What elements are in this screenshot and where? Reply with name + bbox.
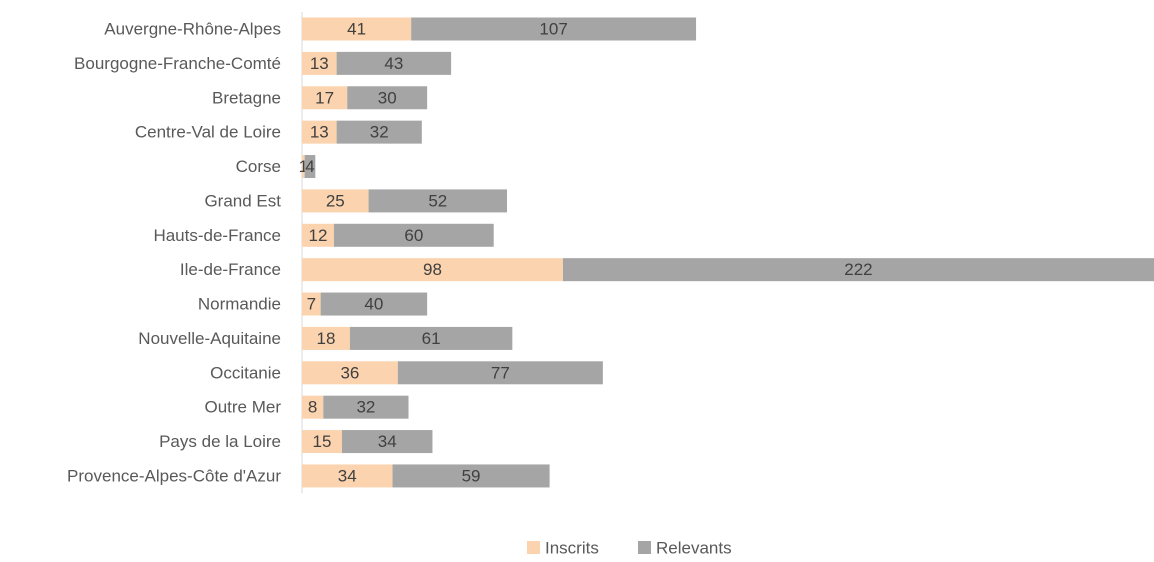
data-label: 32 (356, 398, 375, 417)
legend-swatch (638, 541, 651, 554)
data-label: 32 (370, 123, 389, 142)
bar-inscrits (302, 326, 350, 350)
category-label: Provence-Alpes-Côte d'Azur (67, 466, 281, 485)
data-label: 222 (844, 260, 872, 279)
bar-relevants (397, 361, 603, 385)
bar-inscrits (302, 17, 412, 41)
bar-relevants (341, 430, 433, 454)
category-label: Bourgogne-Franche-Comté (74, 54, 281, 73)
legend-label: Relevants (656, 539, 732, 558)
category-label: Hauts-de-France (153, 226, 281, 245)
bar-relevants (347, 86, 428, 110)
data-label: 41 (347, 20, 366, 39)
bar-inscrits (302, 292, 321, 316)
bar-relevants (368, 189, 508, 213)
category-label: Bretagne (212, 88, 281, 107)
data-label: 18 (317, 329, 336, 348)
data-label: 61 (422, 329, 441, 348)
category-label: Grand Est (204, 191, 281, 210)
bar-inscrits (302, 223, 334, 247)
data-label: 34 (378, 432, 397, 451)
data-label: 8 (308, 398, 317, 417)
data-label: 60 (404, 226, 423, 245)
bar-relevants (336, 120, 422, 144)
data-label: 17 (315, 88, 334, 107)
bar-inscrits (302, 464, 393, 488)
bar-relevants (349, 326, 513, 350)
bar-relevants (320, 292, 428, 316)
category-label: Auvergne-Rhône-Alpes (104, 20, 281, 39)
data-label: 40 (364, 295, 383, 314)
bar-relevants (336, 51, 452, 75)
bar-relevants (333, 223, 494, 247)
bar-inscrits (302, 430, 342, 454)
bar-inscrits (302, 258, 563, 282)
data-label: 4 (305, 157, 314, 176)
category-label: Ile-de-France (180, 260, 281, 279)
bar-inscrits (302, 395, 324, 419)
data-label: 98 (423, 260, 442, 279)
bar-inscrits (302, 189, 369, 213)
bar-inscrits (302, 86, 348, 110)
data-label: 15 (313, 432, 332, 451)
legend-label: Inscrits (545, 539, 599, 558)
data-label: 43 (384, 54, 403, 73)
data-label: 13 (310, 54, 329, 73)
category-label: Centre-Val de Loire (135, 123, 281, 142)
data-label: 1 (299, 157, 308, 176)
category-label: Outre Mer (204, 398, 281, 417)
data-label: 25 (326, 191, 345, 210)
bar-inscrits (302, 155, 305, 179)
data-label: 13 (310, 123, 329, 142)
category-label: Occitanie (210, 363, 281, 382)
data-label: 7 (307, 295, 316, 314)
data-label: 36 (340, 363, 359, 382)
bar-relevants (411, 17, 697, 41)
data-label: 30 (378, 88, 397, 107)
data-label: 59 (462, 466, 481, 485)
data-label: 77 (491, 363, 510, 382)
bar-inscrits (302, 361, 398, 385)
bar-relevants (392, 464, 550, 488)
data-label: 34 (338, 466, 357, 485)
category-label: Normandie (198, 295, 281, 314)
bar-inscrits (302, 120, 337, 144)
category-label: Pays de la Loire (159, 432, 281, 451)
category-label: Nouvelle-Aquitaine (138, 329, 281, 348)
legend-swatch (527, 541, 540, 554)
bar-inscrits (302, 51, 337, 75)
bar-relevants (323, 395, 409, 419)
bar-relevants (562, 258, 1154, 282)
data-label: 12 (309, 226, 328, 245)
data-label: 107 (539, 20, 567, 39)
bar-relevants (304, 155, 316, 179)
category-label: Corse (236, 157, 281, 176)
data-label: 52 (428, 191, 447, 210)
